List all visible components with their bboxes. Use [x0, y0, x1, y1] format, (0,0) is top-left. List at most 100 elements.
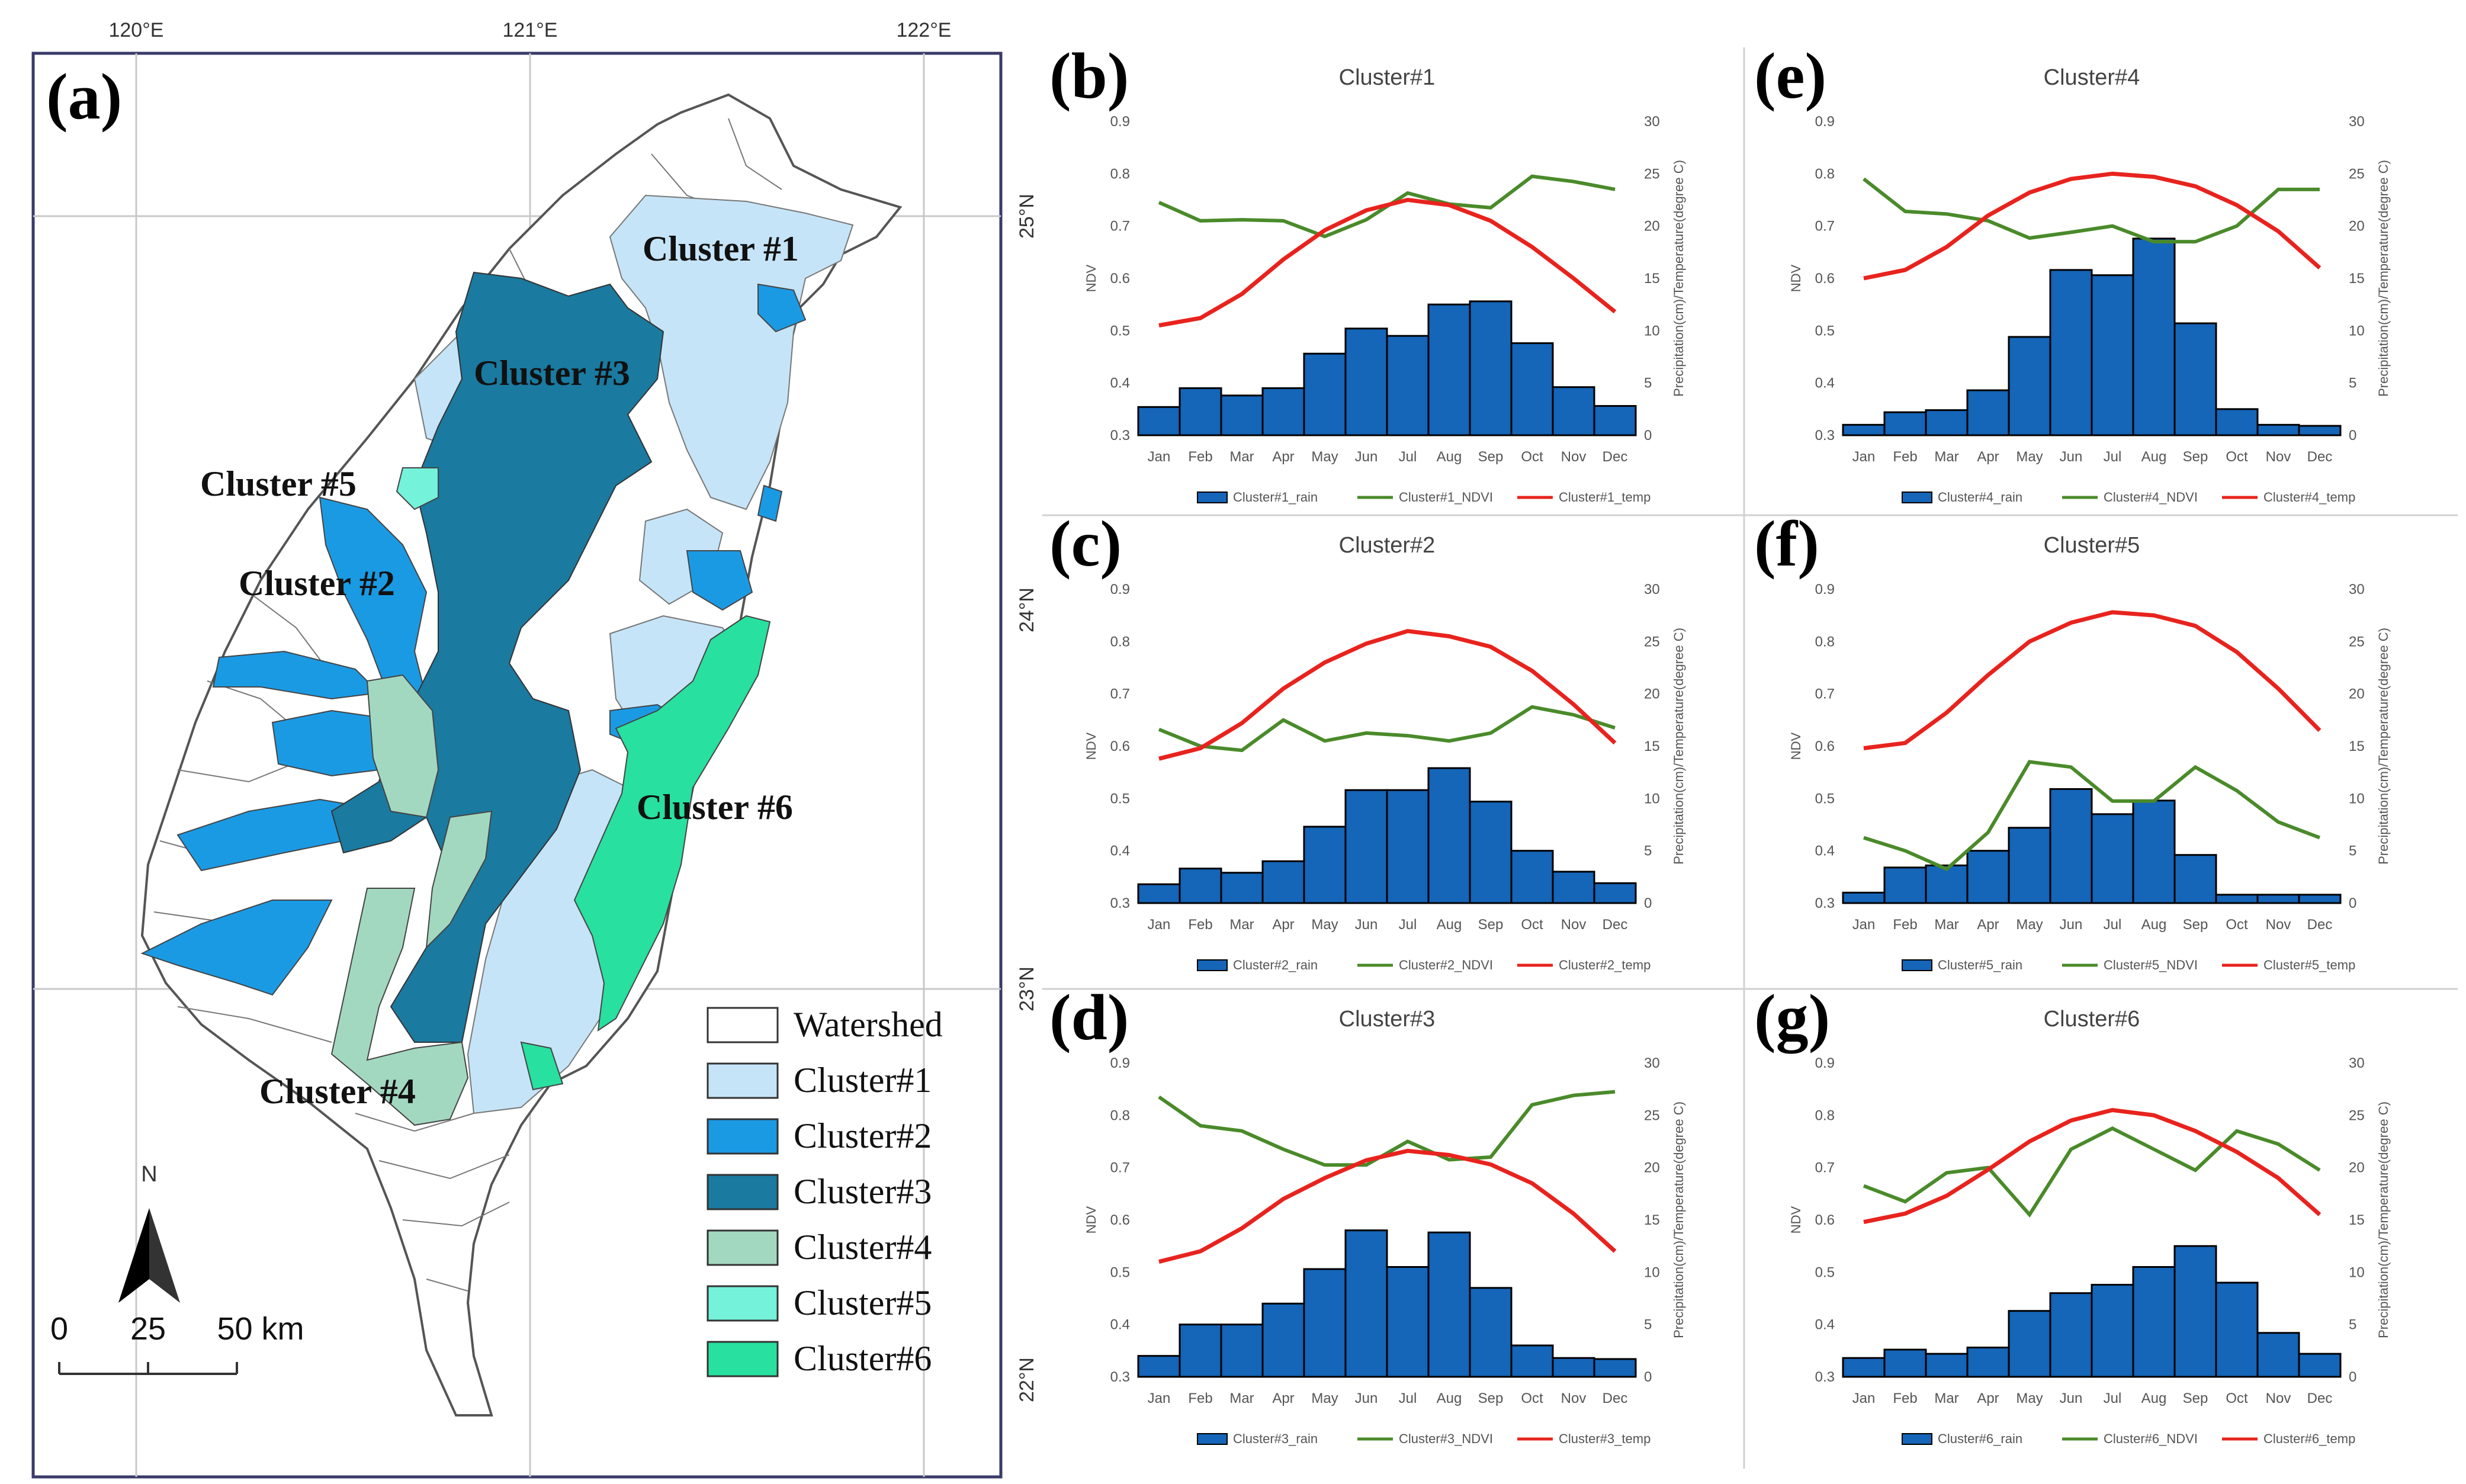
- rain-bar-b-sep: [1469, 300, 1513, 436]
- left-tick-c: 0.4: [1110, 843, 1130, 859]
- right-tick-f: 5: [2349, 843, 2356, 859]
- cluster2-region-strip1: [212, 650, 381, 700]
- right-tick-g: 5: [2349, 1317, 2356, 1333]
- lat-label-22: 22°N: [1016, 1357, 1038, 1402]
- right-tick-b: 25: [1644, 166, 1660, 182]
- rain-bar-f-mar: [1925, 864, 1969, 904]
- right-tick-c: 10: [1644, 791, 1660, 807]
- panel-label-g: (g): [1754, 981, 1830, 1053]
- legend-label-cluster2: Cluster#2: [794, 1116, 932, 1155]
- rain-bar-b-jun: [1344, 327, 1388, 436]
- month-label-b: May: [1311, 449, 1338, 465]
- rain-bar-b-mar: [1220, 394, 1264, 436]
- cluster2-region-strip4: [140, 900, 333, 996]
- scale-bar: 0 25 50 km: [50, 1311, 304, 1375]
- right-tick-b: 30: [1644, 114, 1660, 130]
- chart-title-f: Cluster#5: [2044, 533, 2140, 558]
- rain-bar-f-jan: [1842, 891, 1886, 904]
- month-label-e: Jun: [2060, 449, 2083, 465]
- left-tick-c: 0.8: [1110, 634, 1130, 650]
- right-tick-d: 10: [1644, 1264, 1660, 1280]
- month-label-b: Aug: [1437, 449, 1462, 465]
- chart-panel-e: (e) Cluster#4 0.3 0.4 0.5 0.6 0.7 0.8 0.9 0 5 10 15 2…: [1754, 40, 2391, 505]
- chart-title-d: Cluster#3: [1339, 1007, 1436, 1032]
- right-tick-c: 30: [1644, 582, 1660, 598]
- month-label-b: Jul: [1399, 449, 1417, 465]
- rain-bar-d-may: [1303, 1268, 1347, 1378]
- temp-line-f: [1863, 610, 2321, 751]
- month-label-d: Nov: [1561, 1390, 1587, 1406]
- north-arrow-left: [118, 1208, 149, 1303]
- right-axis-label-f: Precipitation(cm)/Temperature(degree C): [2376, 628, 2391, 865]
- month-label-c: Dec: [1603, 917, 1628, 933]
- left-axis-label-f: NDV: [1789, 732, 1803, 760]
- ndvi-line-f: [1863, 760, 2321, 872]
- rain-bar-g-apr: [1966, 1347, 2010, 1378]
- rain-bar-g-oct: [2215, 1281, 2259, 1378]
- scale-label-0: 0: [50, 1311, 68, 1347]
- panel-label-a: (a): [46, 60, 122, 133]
- month-label-c: Feb: [1188, 917, 1212, 933]
- right-tick-g: 10: [2349, 1264, 2365, 1280]
- panel-label-b: (b): [1049, 40, 1129, 112]
- legend-label-cluster1: Cluster#1: [794, 1061, 932, 1100]
- legend-ndvi-label-g: Cluster#6_NDVI: [2104, 1431, 2198, 1446]
- north-arrow: N: [118, 1162, 180, 1303]
- month-label-d: Dec: [1603, 1390, 1628, 1406]
- month-label-e: Mar: [1934, 449, 1958, 465]
- rain-bar-f-apr: [1966, 850, 2010, 904]
- left-tick-f: 0.7: [1815, 686, 1835, 702]
- left-tick-e: 0.3: [1815, 428, 1835, 444]
- month-label-f: Jul: [2104, 917, 2122, 933]
- month-label-c: Oct: [1521, 917, 1543, 933]
- legend-rain-swatch-d: [1197, 1433, 1228, 1445]
- right-tick-e: 0: [2349, 428, 2356, 444]
- left-tick-e: 0.4: [1815, 375, 1835, 391]
- cluster3-region: [330, 271, 664, 1043]
- map-panel: 120°E 121°E 122°E 25°N 24°N 23°N 22°N: [31, 19, 1038, 1479]
- rain-bar-d-jan: [1137, 1355, 1181, 1378]
- rain-bar-c-feb: [1179, 868, 1222, 904]
- left-axis-label-b: NDV: [1084, 264, 1099, 292]
- month-label-c: Jun: [1355, 917, 1378, 933]
- ndvi-line-c: [1158, 705, 1616, 753]
- panel-label-d: (d): [1049, 981, 1129, 1053]
- month-label-f: Jun: [2060, 917, 2083, 933]
- rain-bar-g-jul: [2091, 1284, 2134, 1378]
- month-label-c: May: [1311, 917, 1338, 933]
- month-label-f: Apr: [1977, 917, 1999, 933]
- left-tick-c: 0.9: [1110, 582, 1130, 598]
- rain-bar-d-jul: [1386, 1266, 1430, 1378]
- left-tick-e: 0.8: [1815, 166, 1835, 182]
- month-label-g: May: [2016, 1390, 2043, 1406]
- right-tick-c: 5: [1644, 843, 1652, 859]
- legend-ndvi-label-d: Cluster#3_NDVI: [1399, 1431, 1493, 1446]
- right-tick-g: 20: [2349, 1160, 2365, 1176]
- rain-bar-d-jun: [1344, 1229, 1388, 1378]
- ndvi-line-d: [1158, 1090, 1616, 1167]
- rain-bar-e-nov: [2256, 423, 2300, 436]
- month-label-e: Jul: [2104, 449, 2122, 465]
- rain-bar-c-sep: [1469, 801, 1513, 904]
- month-label-b: Jun: [1355, 449, 1378, 465]
- rain-bar-e-aug: [2132, 237, 2176, 436]
- legend-swatch-cluster6: [707, 1341, 779, 1377]
- left-tick-g: 0.9: [1815, 1055, 1835, 1071]
- left-tick-f: 0.4: [1815, 843, 1835, 859]
- left-tick-g: 0.4: [1815, 1317, 1835, 1333]
- rain-bar-b-oct: [1510, 342, 1554, 436]
- month-label-e: Apr: [1977, 449, 1999, 465]
- right-axis-label-g: Precipitation(cm)/Temperature(degree C): [2376, 1101, 2391, 1338]
- left-tick-f: 0.9: [1815, 582, 1835, 598]
- right-tick-b: 10: [1644, 323, 1660, 339]
- rain-bar-e-jun: [2049, 269, 2093, 436]
- rain-bar-d-oct: [1510, 1344, 1554, 1378]
- month-label-b: Jan: [1148, 449, 1171, 465]
- left-axis-label-c: NDV: [1084, 732, 1099, 760]
- ndvi-line-g: [1863, 1126, 2321, 1218]
- legend-temp-label-f: Cluster#5_temp: [2263, 958, 2355, 972]
- month-label-e: Feb: [1893, 449, 1917, 465]
- rain-bar-f-jul: [2091, 813, 2134, 904]
- month-label-b: Mar: [1229, 449, 1254, 465]
